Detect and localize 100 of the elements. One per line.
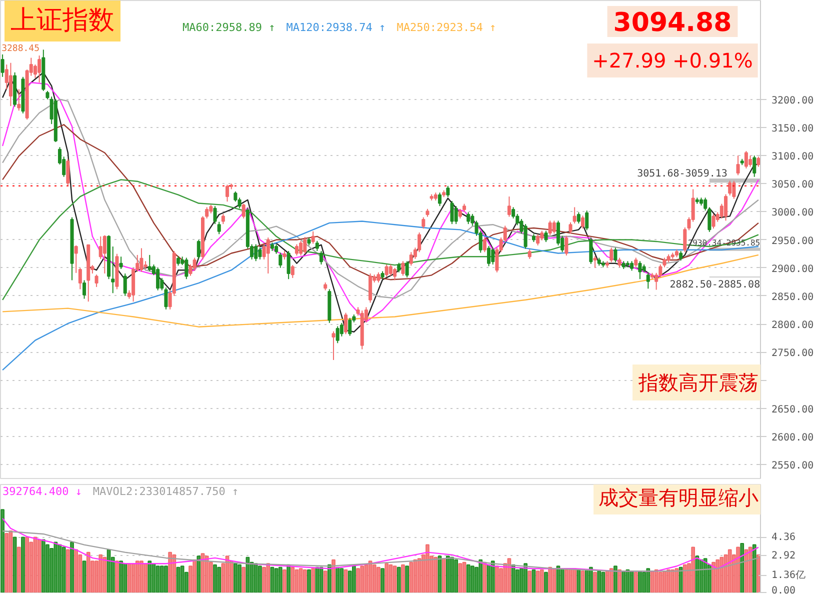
bar (584, 569, 589, 592)
candlestick (548, 220, 552, 236)
candlestick (393, 267, 397, 281)
y-tick-label: 2600.00 (772, 432, 814, 444)
candlestick (528, 248, 532, 260)
bar (315, 566, 320, 592)
candlestick (123, 272, 127, 296)
y-tick-label: 2950.00 (772, 236, 814, 247)
bar (454, 559, 458, 592)
candlestick (78, 267, 82, 290)
text: MA250:2923.54 ↑ (396, 21, 496, 34)
candlestick (576, 212, 580, 224)
line-series (2, 98, 760, 299)
bar (25, 536, 29, 592)
candlestick (368, 272, 372, 304)
candlestick (254, 244, 258, 262)
bar (712, 562, 716, 592)
candlestick (303, 236, 307, 254)
candlestick (568, 222, 572, 234)
bar (642, 572, 646, 592)
bar (580, 570, 585, 592)
candlestick (572, 206, 576, 224)
line-series (2, 254, 760, 328)
candlestick (646, 272, 650, 290)
bar (12, 536, 17, 592)
bar (560, 568, 564, 592)
candlestick (388, 264, 392, 276)
bar (270, 566, 274, 592)
bar (548, 566, 552, 592)
candlestick (422, 216, 426, 230)
candlestick (348, 317, 352, 336)
bar (678, 566, 683, 592)
bar (388, 564, 393, 592)
candlestick (0, 54, 4, 78)
candlestick (286, 250, 290, 280)
candlestick (234, 190, 238, 202)
candlestick (507, 196, 511, 218)
candlestick (384, 264, 388, 278)
bar (462, 562, 466, 592)
bar (41, 539, 46, 592)
y-tick-label: 4.36 (772, 532, 796, 544)
bar (646, 568, 650, 592)
bar (258, 566, 262, 592)
bar (144, 563, 148, 592)
bar (135, 560, 140, 592)
bar (536, 570, 540, 592)
candlestick (732, 180, 736, 200)
bar (119, 560, 123, 592)
bar (311, 568, 316, 592)
bar (405, 566, 409, 592)
bar (98, 554, 103, 592)
text: MA120:2938.74 ↑ (286, 21, 386, 34)
y-tick-label: 2.92 (772, 550, 796, 562)
bar (192, 559, 197, 592)
candlestick (524, 224, 528, 250)
candlestick (728, 180, 732, 196)
bar (495, 566, 499, 592)
text: MAVOL2:233014857.750 ↑ (92, 485, 239, 498)
bar (752, 544, 756, 592)
bar (278, 566, 282, 592)
candlestick (593, 256, 597, 268)
candlestick (712, 213, 716, 230)
bar (597, 570, 602, 592)
annotation: 指数高开震荡 (638, 370, 758, 394)
bar (364, 564, 368, 592)
bar (426, 544, 430, 592)
y-tick-label: 2850.00 (772, 292, 814, 303)
bar (298, 568, 303, 592)
bar (302, 569, 307, 592)
bar (401, 564, 405, 592)
bar (695, 556, 700, 592)
candlestick (744, 150, 748, 169)
bar (164, 566, 168, 592)
y-tick-label: 2750.00 (772, 348, 814, 360)
bar (490, 560, 495, 592)
bar (576, 569, 581, 592)
candlestick (638, 260, 642, 280)
candlestick (418, 232, 422, 253)
bar (336, 566, 340, 592)
candlestick (450, 200, 454, 225)
bar (66, 549, 70, 592)
bar (282, 569, 286, 592)
bar (450, 556, 454, 592)
series-label: 392764.400 ↓ (2, 485, 82, 498)
annotation: +27.99 +0.91% (592, 48, 753, 72)
candlestick (274, 244, 278, 254)
candlestick (454, 206, 458, 225)
candlestick (8, 62, 12, 107)
candlestick (752, 155, 756, 178)
bar (266, 563, 270, 592)
bar (294, 569, 299, 592)
bar (466, 564, 470, 592)
bar (180, 566, 184, 592)
candlestick (278, 252, 282, 268)
bar (204, 556, 209, 592)
bar (115, 560, 119, 592)
bar (172, 554, 176, 592)
line-series (2, 518, 760, 572)
bar (478, 559, 483, 592)
y-tick-label: 3150.00 (772, 123, 814, 134)
